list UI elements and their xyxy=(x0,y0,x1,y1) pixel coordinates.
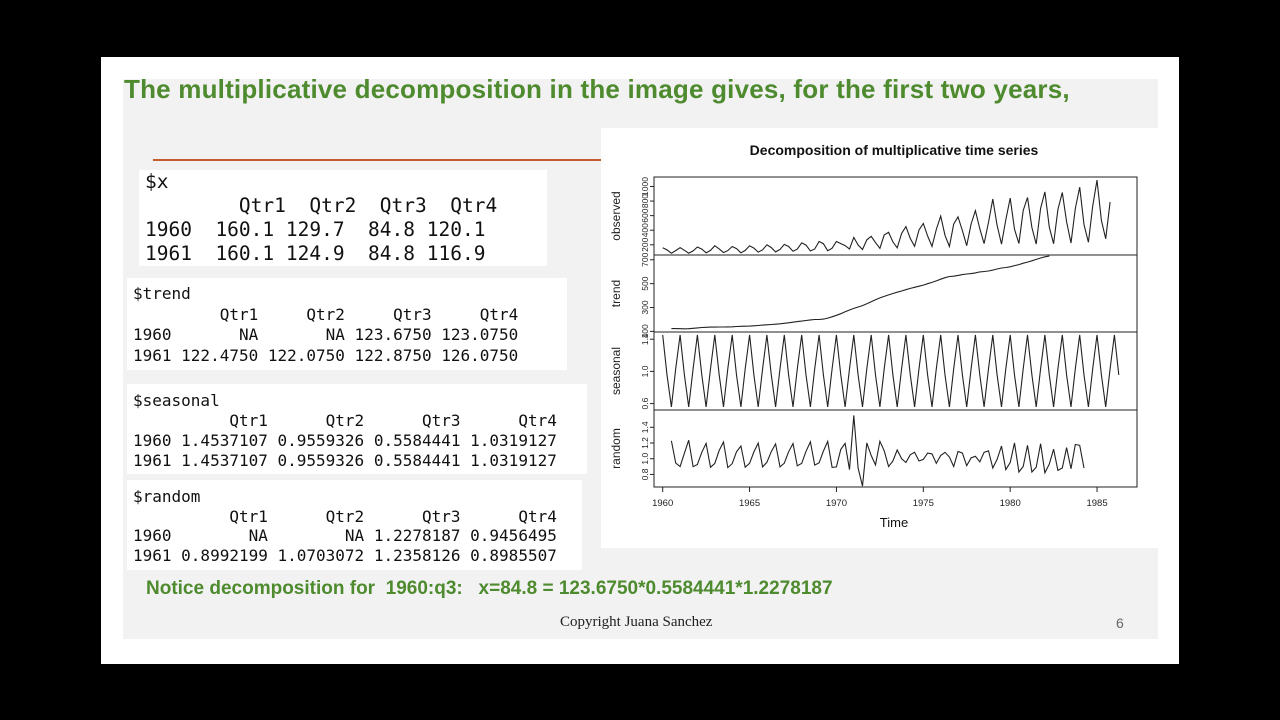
x-axis: 1960 1965 1970 1975 1980 1985 xyxy=(652,486,1108,509)
y-tick-label-seasonal: 1.4 xyxy=(640,333,650,345)
panel-label-observed: observed xyxy=(609,191,623,240)
series-seasonal xyxy=(662,334,1120,407)
series-random xyxy=(670,415,1085,487)
series-trend xyxy=(671,255,1050,330)
console-output-trend: $trend Qtr1 Qtr2 Qtr3 Qtr4 1960 NA NA 12… xyxy=(127,278,567,370)
y-tick-label-trend: 500 xyxy=(640,276,650,290)
notice-text: Notice decomposition for 1960:q3: x=84.8… xyxy=(146,578,833,599)
console-output-seasonal: $seasonal Qtr1 Qtr2 Qtr3 Qtr4 1960 1.453… xyxy=(127,384,587,474)
y-tick-label-random: 0.8 xyxy=(640,468,650,480)
panel-label-random: random xyxy=(609,428,623,469)
decomposition-chart: Decomposition of multiplicative time ser… xyxy=(609,142,1138,530)
y-tick-label-observed: 800 xyxy=(640,194,650,208)
copyright-text: Copyright Juana Sanchez xyxy=(560,614,713,630)
panel-trend: 100 300 500 700 trend xyxy=(609,252,1138,338)
seasonal-matrix-text: $seasonal Qtr1 Qtr2 Qtr3 Qtr4 1960 1.453… xyxy=(133,391,557,470)
title-underline xyxy=(153,159,601,161)
x-axis-label: Time xyxy=(880,515,908,530)
console-output-random: $random Qtr1 Qtr2 Qtr3 Qtr4 1960 NA NA 1… xyxy=(127,480,582,570)
panel-random: 0.8 1.0 1.2 1.4 random xyxy=(609,409,1138,488)
y-tick-label-seasonal: 0.6 xyxy=(640,397,650,409)
y-tick-label-random: 1.2 xyxy=(640,437,650,449)
y-tick-label-observed: 1000 xyxy=(640,177,650,196)
series-observed xyxy=(662,180,1111,254)
y-tick-label-trend: 300 xyxy=(640,300,650,314)
panel-label-trend: trend xyxy=(609,280,623,307)
slide-headline: The multiplicative decomposition in the … xyxy=(124,74,1070,104)
panel-frame xyxy=(653,176,1138,256)
x-matrix-text: $x Qtr1 Qtr2 Qtr3 Qtr4 1960 160.1 129.7 … xyxy=(145,170,498,265)
y-tick-label-trend: 700 xyxy=(640,252,650,266)
y-tick-label-observed: 400 xyxy=(640,223,650,237)
y-tick-label-random: 1.4 xyxy=(640,421,650,433)
chart-title: Decomposition of multiplicative time ser… xyxy=(750,142,1039,158)
random-matrix-text: $random Qtr1 Qtr2 Qtr3 Qtr4 1960 NA NA 1… xyxy=(133,487,557,565)
trend-matrix-text: $trend Qtr1 Qtr2 Qtr3 Qtr4 1960 NA NA 12… xyxy=(133,284,519,365)
slide-number: 6 xyxy=(1116,615,1124,631)
y-tick-label-trend: 100 xyxy=(640,324,650,338)
y-tick-label-random: 1.0 xyxy=(640,453,650,465)
x-tick-label: 1965 xyxy=(739,498,760,509)
x-tick-label: 1980 xyxy=(1000,498,1021,509)
y-tick-label-observed: 200 xyxy=(640,237,650,251)
x-tick-label: 1960 xyxy=(652,498,673,509)
console-output-x: $x Qtr1 Qtr2 Qtr3 Qtr4 1960 160.1 129.7 … xyxy=(139,170,547,266)
x-tick-label: 1985 xyxy=(1086,498,1107,509)
panel-seasonal: 0.6 1.0 1.4 seasonal xyxy=(609,331,1138,411)
x-tick-label: 1970 xyxy=(826,498,847,509)
x-tick-label: 1975 xyxy=(913,498,934,509)
panel-frame xyxy=(653,409,1138,488)
panel-frame xyxy=(653,254,1138,333)
y-tick-label-observed: 600 xyxy=(640,208,650,222)
panel-label-seasonal: seasonal xyxy=(609,347,623,395)
decomposition-chart-panel: Decomposition of multiplicative time ser… xyxy=(601,128,1158,548)
y-tick-label-seasonal: 1.0 xyxy=(640,365,650,377)
